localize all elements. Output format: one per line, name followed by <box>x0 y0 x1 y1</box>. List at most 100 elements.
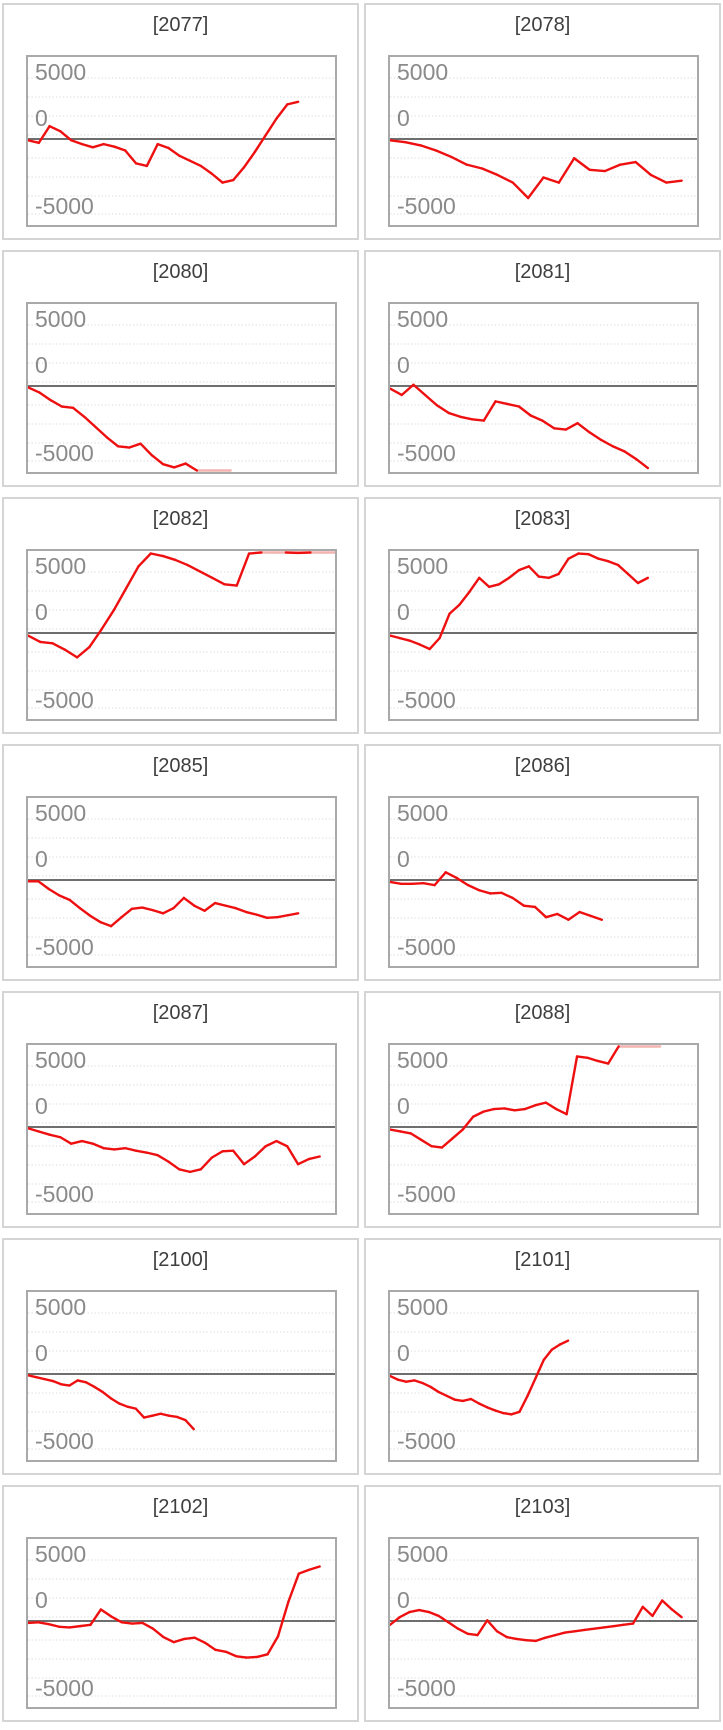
data-line-segment <box>134 1149 149 1154</box>
data-line-segment <box>489 891 503 895</box>
data-line-segment <box>534 1101 548 1107</box>
data-line-segment <box>437 1390 448 1397</box>
axis-tick-label: 0 <box>35 1587 48 1613</box>
data-line-segment <box>156 1154 170 1163</box>
data-line-segment <box>28 386 41 394</box>
data-line-segment <box>417 1608 431 1614</box>
data-line-segment <box>124 149 138 165</box>
data-line-segment <box>80 142 95 149</box>
axis-tick-label: 5000 <box>397 1294 448 1320</box>
data-line-segment <box>126 1405 137 1410</box>
data-line-segment <box>102 1146 116 1151</box>
chart-panel: [2078] 5000 0 -5000 <box>364 3 721 240</box>
data-line-segment <box>419 144 438 152</box>
data-line-segment <box>451 1128 464 1140</box>
data-line-segment <box>125 565 140 590</box>
data-line-segment <box>429 1385 440 1394</box>
data-line-segment <box>70 139 84 146</box>
data-line-segment <box>276 1600 290 1638</box>
data-line-segment <box>68 1379 79 1387</box>
data-line-segment <box>235 1655 248 1659</box>
data-line-segment <box>99 921 113 928</box>
data-line-segment <box>465 163 484 170</box>
chart-title: [2100] <box>152 1249 209 1271</box>
data-line-segment <box>149 552 165 558</box>
axis-tick-label: -5000 <box>35 687 94 713</box>
data-line-segment <box>193 1636 207 1644</box>
data-line-segment <box>224 904 238 910</box>
data-line-segment <box>390 880 403 886</box>
line-chart: 5000 0 -5000 <box>390 1541 697 1701</box>
data-line-segment <box>622 1622 635 1627</box>
data-line-segment <box>80 1139 95 1145</box>
data-line-segment <box>649 173 668 184</box>
axis-tick-label: -5000 <box>35 934 94 960</box>
axis-tick-label: 5000 <box>35 1541 86 1567</box>
data-line-segment <box>398 636 412 642</box>
data-line-segment <box>76 1379 88 1384</box>
data-line-segment <box>522 904 537 909</box>
data-line-segment <box>51 1379 63 1386</box>
data-line-segment <box>427 1610 440 1618</box>
line-chart: 5000 0 -5000 <box>390 1045 697 1207</box>
axis-tick-label: 0 <box>35 105 48 131</box>
data-line-segment <box>178 154 192 162</box>
data-line-segment <box>60 405 75 409</box>
data-line-segment <box>513 1107 527 1112</box>
data-line-segment <box>572 157 591 171</box>
axis-tick-label: 0 <box>397 1340 410 1366</box>
data-line-segment <box>75 645 91 659</box>
data-line-segment <box>145 142 159 168</box>
data-line-segment <box>150 454 165 466</box>
data-line-segment <box>203 901 217 912</box>
axis-tick-label: 0 <box>397 105 410 131</box>
line-chart: 5000 0 -5000 <box>390 1294 697 1454</box>
data-line-segment <box>188 159 203 168</box>
data-line-segment <box>494 1409 505 1415</box>
data-line-segment <box>120 1621 134 1625</box>
data-line-segment <box>264 117 278 137</box>
data-line-segment <box>182 896 196 907</box>
data-line-segment <box>128 442 142 449</box>
data-line-segment <box>477 889 492 895</box>
data-line-segment <box>492 1107 506 1111</box>
data-line-segment <box>176 1415 187 1422</box>
data-line-segment <box>557 157 576 184</box>
plot-area: 5000 0 -5000 <box>388 1537 699 1709</box>
data-line-segment <box>433 871 447 887</box>
data-line-segment <box>602 1624 615 1629</box>
data-line-segment <box>597 557 610 563</box>
data-line-segment <box>59 1383 71 1387</box>
data-line-segment <box>213 901 227 907</box>
data-line-segment <box>210 576 226 586</box>
data-line-segment <box>37 124 51 145</box>
data-line-segment <box>142 1414 154 1419</box>
chart-panel: [2086] 5000 0 -5000 <box>364 744 721 981</box>
axis-tick-label: -5000 <box>35 1675 94 1701</box>
data-line-segment <box>37 880 50 891</box>
data-line-segment <box>482 1107 496 1113</box>
chart-title: [2081] <box>514 261 571 283</box>
data-line-segment <box>63 648 79 659</box>
data-line-segment <box>68 1624 82 1629</box>
axis-tick-label: 0 <box>397 1093 410 1119</box>
data-line-segment <box>137 552 153 568</box>
axis-tick-label: 5000 <box>397 306 448 332</box>
chart-title: [2077] <box>152 14 209 36</box>
data-line-segment <box>482 400 497 422</box>
data-line-segment <box>518 1394 529 1414</box>
data-line-segment <box>565 1055 579 1116</box>
data-line-segment <box>94 425 108 439</box>
data-line-segment <box>105 436 120 448</box>
data-line-segment <box>599 438 614 448</box>
data-line-segment <box>101 1390 113 1400</box>
data-line-segment <box>542 1348 554 1362</box>
plot-area: 5000 0 -5000 <box>26 796 337 968</box>
data-line-segment <box>99 1608 113 1618</box>
data-line-segment <box>458 590 471 606</box>
data-line-segment <box>607 1045 620 1065</box>
data-line-segment <box>51 642 67 651</box>
plot-area: 5000 0 -5000 <box>26 1043 337 1215</box>
data-line-segment <box>275 1139 289 1148</box>
